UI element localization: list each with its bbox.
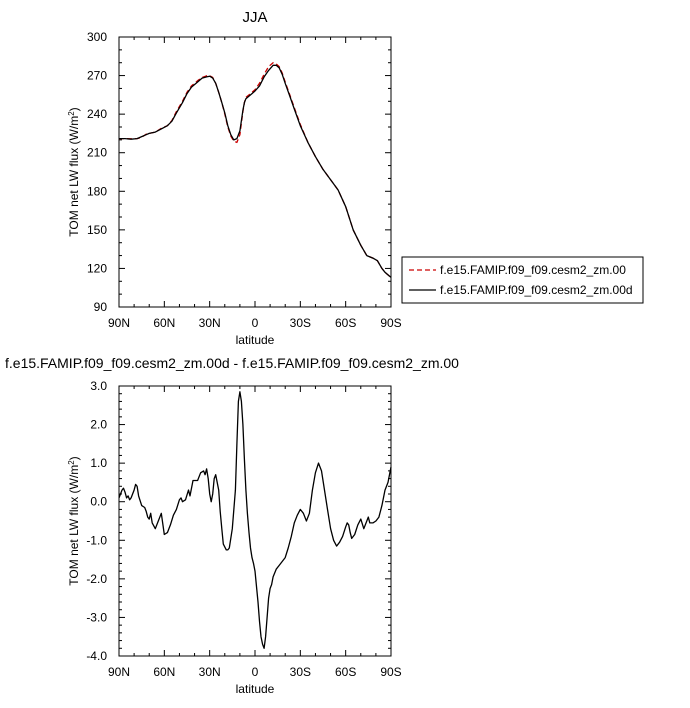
- x-tick-label: 60N: [153, 316, 175, 330]
- chart-title: JJA: [242, 9, 267, 26]
- x-tick-label: 30N: [199, 665, 221, 679]
- y-tick-label: 300: [87, 30, 107, 44]
- y-axis-label: TOM net LW flux (W/m2): [67, 107, 82, 236]
- x-tick-label: 90S: [380, 316, 401, 330]
- x-tick-label: 90N: [108, 665, 130, 679]
- legend: f.e15.FAMIP.f09_f09.cesm2_zm.00 f.e15.FAM…: [401, 256, 644, 304]
- y-tick-label: -2.0: [86, 572, 107, 586]
- x-axis-label: latitude: [236, 682, 275, 696]
- y-tick-label: -1.0: [86, 533, 107, 547]
- x-tick-label: 30N: [199, 316, 221, 330]
- y-tick-label: 3.0: [90, 379, 107, 393]
- x-tick-label: 0: [252, 316, 259, 330]
- x-tick-label: 60S: [335, 316, 356, 330]
- x-tick-label: 0: [252, 665, 259, 679]
- y-tick-label: 120: [87, 261, 107, 275]
- x-tick-label: 30S: [290, 665, 311, 679]
- x-axis-label: latitude: [236, 333, 275, 347]
- series-line-0: [119, 62, 392, 278]
- chart-title: f.e15.FAMIP.f09_f09.cesm2_zm.00d - f.e15…: [5, 355, 459, 371]
- y-tick-label: -4.0: [86, 649, 107, 663]
- y-axis-label: TOM net LW flux (W/m2): [67, 456, 82, 585]
- y-tick-label: -3.0: [86, 610, 107, 624]
- y-tick-label: 150: [87, 223, 107, 237]
- y-tick-label: 0.0: [90, 495, 107, 509]
- x-tick-label: 60N: [153, 665, 175, 679]
- y-tick-label: 240: [87, 107, 107, 121]
- plot-frame: [118, 36, 392, 308]
- y-tick-label: 1.0: [90, 456, 107, 470]
- y-tick-label: 2.0: [90, 418, 107, 432]
- legend-label-1: f.e15.FAMIP.f09_f09.cesm2_zm.00d: [440, 283, 633, 297]
- legend-label-0: f.e15.FAMIP.f09_f09.cesm2_zm.00: [440, 263, 626, 277]
- top-chart-panel: JJA 90N 60N 30N 0 30S 60S 90S 90 120 150 180 210 240 2…: [67, 9, 402, 347]
- x-tick-label: 90N: [108, 316, 130, 330]
- y-tick-label: 210: [87, 146, 107, 160]
- x-tick-label: 90S: [380, 665, 401, 679]
- y-tick-label: 270: [87, 69, 107, 83]
- x-tick-label: 60S: [335, 665, 356, 679]
- series-line-1: [119, 64, 392, 278]
- difference-chart-panel: f.e15.FAMIP.f09_f09.cesm2_zm.00d - f.e15…: [5, 355, 459, 696]
- y-tick-label: 180: [87, 184, 107, 198]
- legend-box: [401, 256, 644, 304]
- series-line-0: [118, 391, 392, 649]
- y-tick-label: 90: [94, 300, 108, 314]
- plot-frame: [118, 385, 392, 657]
- x-tick-label: 30S: [290, 316, 311, 330]
